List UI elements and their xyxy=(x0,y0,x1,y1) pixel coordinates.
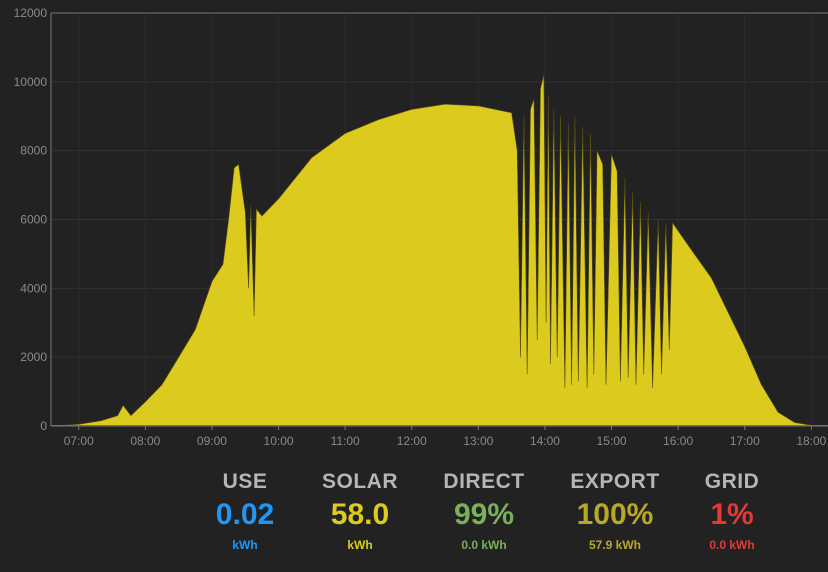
x-tick-label: 16:00 xyxy=(663,434,693,448)
solar-label: SOLAR xyxy=(322,470,398,493)
x-tick-label: 10:00 xyxy=(264,434,294,448)
energy-summary: USE 0.02 kWh SOLAR 58.0 kWh DIRECT 99% 0… xyxy=(200,470,780,570)
direct-amount: 0.0 kWh xyxy=(461,538,507,552)
export-value: 100% xyxy=(576,498,654,531)
x-tick-label: 08:00 xyxy=(130,434,160,448)
y-tick-label: 0 xyxy=(40,419,47,433)
x-tick-label: 14:00 xyxy=(530,434,560,448)
use-value: 0.02 xyxy=(215,498,275,531)
solar-series-area xyxy=(50,74,828,427)
y-tick-label: 8000 xyxy=(20,144,47,158)
grid-label: GRID xyxy=(704,470,760,493)
solar-value: 58.0 xyxy=(330,498,390,531)
export-amount: 57.9 kWh xyxy=(588,538,642,552)
use-unit: kWh xyxy=(232,538,258,552)
export-label: EXPORT xyxy=(570,470,660,493)
y-tick-label: 10000 xyxy=(14,75,48,89)
y-tick-label: 6000 xyxy=(20,213,47,227)
grid-stat: GRID 1% 0.0 kWh xyxy=(667,470,797,552)
x-tick-label: 11:00 xyxy=(331,434,360,448)
direct-stat: DIRECT 99% 0.0 kWh xyxy=(419,470,549,552)
x-tick-label: 17:00 xyxy=(730,434,760,448)
x-tick-label: 13:00 xyxy=(463,434,493,448)
y-tick-label: 12000 xyxy=(14,6,48,20)
y-tick-label: 2000 xyxy=(20,350,47,364)
direct-label: DIRECT xyxy=(443,470,525,493)
chart-plot-area xyxy=(50,74,828,427)
x-tick-label: 07:00 xyxy=(64,434,94,448)
x-tick-label: 18:00 xyxy=(796,434,826,448)
grid-amount: 0.0 kWh xyxy=(709,538,755,552)
y-tick-label: 4000 xyxy=(20,281,47,295)
use-stat: USE 0.02 kWh xyxy=(180,470,310,552)
x-tick-label: 15:00 xyxy=(597,434,627,448)
x-tick-label: 09:00 xyxy=(197,434,227,448)
x-tick-label: 12:00 xyxy=(397,434,427,448)
solar-unit: kWh xyxy=(347,538,373,552)
chart-axes: 0 2000 4000 6000 8000 10000 12000 07:00 08:00 09:… xyxy=(14,6,828,448)
solar-stat: SOLAR 58.0 kWh xyxy=(295,470,425,552)
direct-value: 99% xyxy=(453,498,515,531)
export-stat: EXPORT 100% 57.9 kWh xyxy=(550,470,680,552)
use-label: USE xyxy=(222,470,268,493)
solar-power-chart[interactable]: 0 2000 4000 6000 8000 10000 12000 07:00 08:00 09:… xyxy=(0,0,828,450)
grid-value: 1% xyxy=(710,498,754,531)
